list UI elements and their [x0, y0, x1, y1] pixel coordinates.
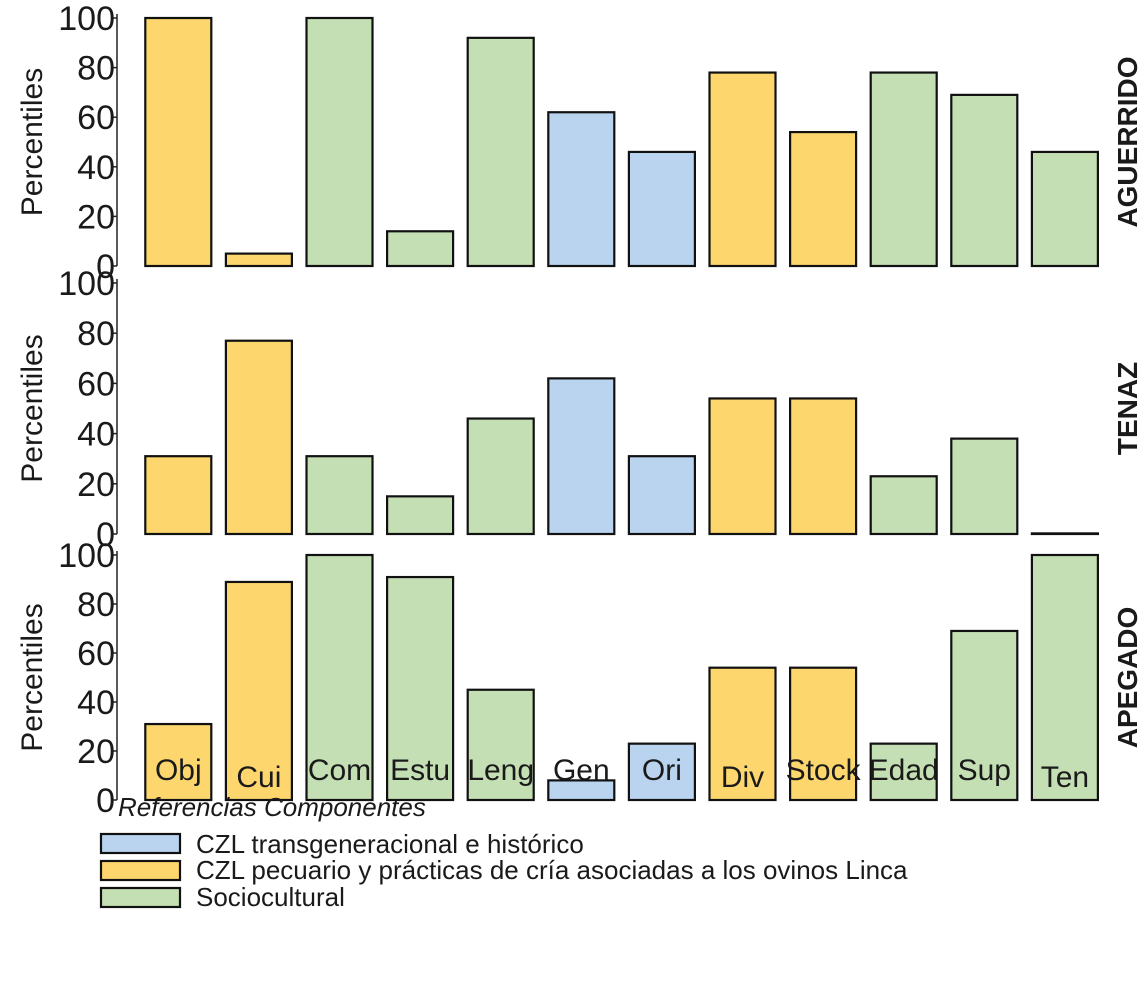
x-category-label: Div: [721, 761, 764, 794]
bar-edad: [869, 742, 938, 802]
legend-swatch-transgeneracional: [99, 832, 182, 855]
y-tick-label: 60: [77, 99, 115, 137]
legend-label-pecuario: CZL pecuario y prácticas de cría asociad…: [196, 855, 908, 885]
bar-ten: [1030, 150, 1100, 268]
bar-leng: [466, 36, 535, 268]
y-tick-label: 20: [77, 733, 115, 771]
x-category-label: Stock: [786, 754, 862, 787]
bar-com: [305, 16, 374, 268]
x-category-label: Ten: [1041, 761, 1089, 794]
bar-stock: [788, 130, 858, 268]
y-tick-label: 80: [77, 315, 115, 353]
y-tick-label: 0: [96, 516, 115, 554]
bar-estu: [386, 495, 455, 536]
bar-cui: [224, 252, 293, 268]
bar-stock: [788, 397, 858, 536]
x-category-label: Obj: [155, 754, 202, 787]
panel-strip-label: TENAZ: [1112, 362, 1143, 455]
bar-sup: [950, 93, 1019, 268]
bar-gen: [547, 377, 616, 536]
y-axis-label: Percentiles: [16, 603, 49, 751]
bar-gen: [547, 779, 616, 802]
bar-leng: [466, 688, 535, 802]
y-tick-label: 60: [77, 365, 115, 403]
bar-edad: [869, 475, 938, 536]
y-tick-label: 20: [77, 198, 115, 236]
x-category-label: Cui: [236, 761, 281, 794]
bar-div: [708, 71, 777, 268]
y-axis-label: Percentiles: [16, 334, 49, 482]
bar-obj: [144, 722, 213, 802]
y-tick-label: 80: [77, 50, 115, 88]
y-axis-label: Percentiles: [16, 68, 49, 216]
bar-ori: [627, 455, 697, 536]
panel-apegado: 0 20 40 60 80 100 Percentiles APEGADO: [16, 537, 1143, 820]
bar-estu: [386, 575, 455, 802]
bar-div: [708, 397, 777, 536]
legend-swatch-sociocultural: [99, 886, 182, 909]
y-tick-label: 0: [96, 782, 115, 820]
y-tick-label: 20: [77, 466, 115, 504]
y-tick-label: 100: [58, 537, 115, 575]
bar-sup: [950, 629, 1019, 802]
x-category-label: Leng: [467, 754, 534, 787]
y-tick-label: 40: [77, 684, 115, 722]
panel-aguerrido: 0 20 40 60 80 100 Percentiles AGUERRIDO: [16, 0, 1143, 286]
bar-stock: [788, 666, 858, 802]
panel-tenaz: 0 20 40 60 80 100 Percentiles TENAZ: [16, 265, 1143, 554]
panel-strip-label: APEGADO: [1112, 607, 1143, 749]
bar-edad: [869, 71, 938, 268]
bar-leng: [466, 417, 535, 536]
bar-ten: [1030, 532, 1100, 536]
panel-strip-label: AGUERRIDO: [1112, 56, 1143, 227]
y-tick-label: 40: [77, 149, 115, 187]
legend-label-sociocultural: Sociocultural: [196, 882, 345, 912]
panels: 0 20 40 60 80 100 Percentiles AGUERRIDO 0 20 40 60 8…: [16, 0, 1143, 820]
bar-sup: [950, 437, 1019, 536]
bar-ori: [627, 742, 697, 802]
bar-obj: [144, 455, 213, 536]
legend: Referencias Componentes CZL transgenerac…: [99, 792, 908, 912]
bar-cui: [224, 339, 293, 536]
x-category-label: Sup: [958, 754, 1011, 787]
x-axis-categories: Obj Cui Com Estu Leng Gen Ori Div Stock Edad Sup Te…: [155, 754, 1089, 794]
y-tick-label: 0: [96, 248, 115, 286]
y-tick-label: 100: [58, 0, 115, 38]
x-category-label: Edad: [869, 754, 939, 787]
x-category-label: Ori: [642, 754, 682, 787]
x-category-label: Gen: [553, 754, 610, 787]
legend-label-transgeneracional: CZL transgeneracional e histórico: [196, 829, 584, 859]
bar-com: [305, 553, 374, 802]
y-tick-label: 80: [77, 586, 115, 624]
y-tick-label: 40: [77, 416, 115, 454]
bar-ori: [627, 150, 697, 268]
bar-div: [708, 666, 777, 802]
bar-cui: [224, 580, 293, 802]
bar-com: [305, 455, 374, 536]
x-category-label: Estu: [390, 754, 450, 787]
bar-estu: [386, 230, 455, 268]
x-category-label: Com: [308, 754, 371, 787]
legend-swatch-pecuario: [99, 859, 182, 882]
legend-title: Referencias Componentes: [118, 792, 426, 822]
bar-ten: [1030, 553, 1100, 802]
y-tick-label: 100: [58, 265, 115, 303]
y-tick-label: 60: [77, 635, 115, 673]
bar-obj: [144, 16, 213, 268]
bar-gen: [547, 111, 616, 268]
